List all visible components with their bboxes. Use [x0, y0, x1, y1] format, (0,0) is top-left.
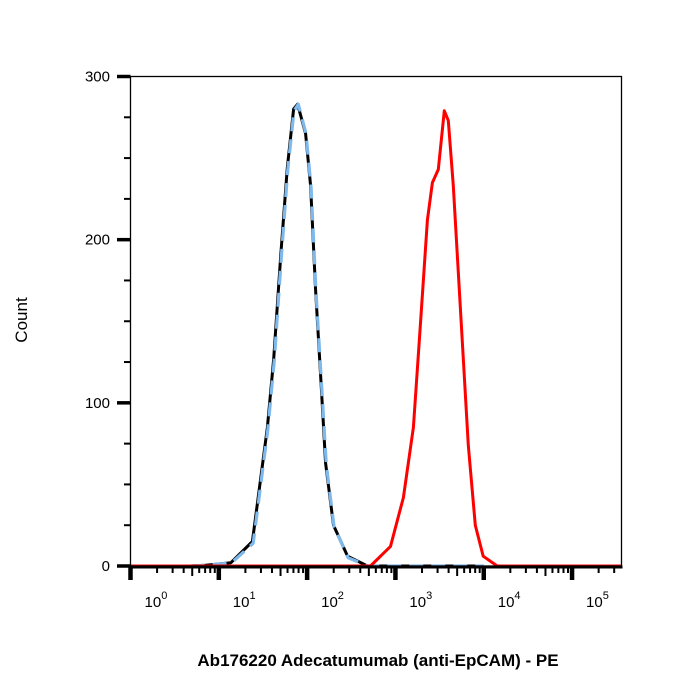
- plot-frame: [129, 75, 623, 567]
- series-line-0: [130, 102, 484, 568]
- y-tick-label: 200: [85, 232, 110, 249]
- x-tick-label: 101: [233, 590, 256, 611]
- x-tick-label: 105: [586, 590, 609, 611]
- y-tick-label: 100: [85, 395, 110, 412]
- y-tick-label: 300: [85, 69, 110, 86]
- y-tick-label: 0: [102, 558, 110, 575]
- x-axis-label: Ab176220 Adecatumumab (anti-EpCAM) - PE: [197, 651, 558, 670]
- x-tick-label: 104: [498, 590, 521, 611]
- plot-curves: [130, 102, 622, 568]
- y-axis-label: Count: [12, 297, 31, 343]
- x-tick-label: 100: [145, 590, 168, 611]
- y-axis: 0 100 200 300: [85, 69, 131, 575]
- series-line-1: [190, 102, 484, 568]
- series-line-2: [130, 109, 622, 568]
- x-axis: 100 101 102 103 104 105: [128, 565, 623, 611]
- x-tick-label: 103: [409, 590, 432, 611]
- x-tick-label: 102: [321, 590, 344, 611]
